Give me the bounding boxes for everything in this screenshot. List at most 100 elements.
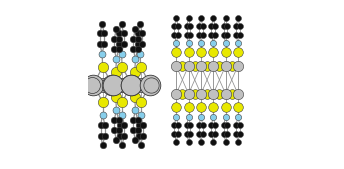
Point	[113, 70, 119, 73]
Point	[198, 92, 204, 95]
Point	[192, 92, 197, 95]
Point	[136, 134, 141, 137]
Point	[184, 124, 190, 126]
Point	[235, 140, 241, 143]
Point	[198, 42, 204, 44]
Point	[208, 124, 214, 126]
Point	[223, 92, 228, 95]
Point	[211, 17, 216, 19]
Point	[133, 58, 138, 61]
Point	[140, 42, 145, 45]
Point	[186, 115, 191, 118]
Point	[211, 140, 216, 143]
Point	[173, 115, 179, 118]
Point	[100, 114, 106, 116]
Point	[135, 47, 140, 50]
Point	[180, 65, 185, 67]
Point	[137, 23, 143, 26]
Point	[138, 83, 143, 86]
Point	[138, 143, 143, 146]
Point	[173, 65, 179, 67]
Point	[135, 129, 140, 132]
Point	[101, 32, 107, 35]
Point	[200, 132, 205, 135]
Point	[186, 42, 191, 44]
Point	[173, 140, 179, 143]
Point	[101, 42, 107, 45]
Point	[225, 124, 230, 126]
Point	[223, 65, 228, 67]
Point	[172, 25, 177, 28]
Point	[175, 33, 181, 36]
Point	[99, 23, 105, 26]
Point	[235, 65, 241, 67]
Point	[117, 42, 122, 45]
Point	[111, 47, 117, 50]
Point	[223, 51, 228, 54]
Point	[135, 32, 141, 35]
Point	[114, 58, 119, 61]
Point	[173, 17, 179, 19]
Point	[186, 92, 191, 95]
Point	[211, 51, 216, 54]
Point	[184, 132, 190, 135]
Point	[116, 47, 121, 50]
Point	[102, 124, 108, 127]
Point	[212, 25, 218, 28]
Point	[196, 33, 202, 36]
Point	[130, 119, 136, 122]
Point	[133, 108, 138, 111]
Point	[233, 33, 239, 36]
Point	[173, 51, 179, 54]
Point	[116, 129, 121, 132]
Point	[135, 119, 140, 122]
Point	[99, 53, 105, 55]
Point	[113, 96, 119, 99]
Point	[111, 129, 117, 132]
Point	[119, 143, 125, 146]
Point	[196, 25, 202, 28]
Point	[100, 83, 106, 86]
Point	[223, 140, 228, 143]
Point	[180, 92, 185, 95]
Point	[188, 124, 193, 126]
Point	[119, 101, 125, 104]
Point	[116, 119, 121, 122]
Point	[117, 124, 123, 127]
Point	[173, 106, 179, 109]
Point	[98, 134, 103, 137]
Point	[212, 132, 218, 135]
Point	[129, 83, 134, 86]
Point	[135, 37, 140, 40]
Point	[186, 106, 191, 109]
Point	[198, 115, 204, 118]
Point	[217, 92, 222, 95]
Point	[110, 83, 116, 86]
Point	[130, 129, 136, 132]
Point	[233, 132, 239, 135]
Point	[221, 33, 226, 36]
Point	[129, 83, 134, 86]
Point	[140, 124, 146, 127]
Point	[133, 138, 138, 141]
Point	[237, 25, 243, 28]
Point	[89, 83, 95, 86]
Point	[211, 115, 216, 118]
Point	[186, 65, 191, 67]
Point	[237, 124, 243, 126]
Point	[175, 124, 181, 126]
Point	[184, 33, 190, 36]
Point	[211, 106, 216, 109]
Point	[175, 132, 181, 135]
Point	[198, 140, 204, 143]
Point	[102, 134, 108, 137]
Point	[114, 108, 119, 111]
Point	[233, 124, 239, 126]
Point	[225, 132, 230, 135]
Point	[148, 83, 153, 86]
Point	[192, 65, 197, 67]
Point	[121, 42, 127, 45]
Point	[188, 25, 193, 28]
Point	[233, 25, 239, 28]
Point	[119, 65, 125, 68]
